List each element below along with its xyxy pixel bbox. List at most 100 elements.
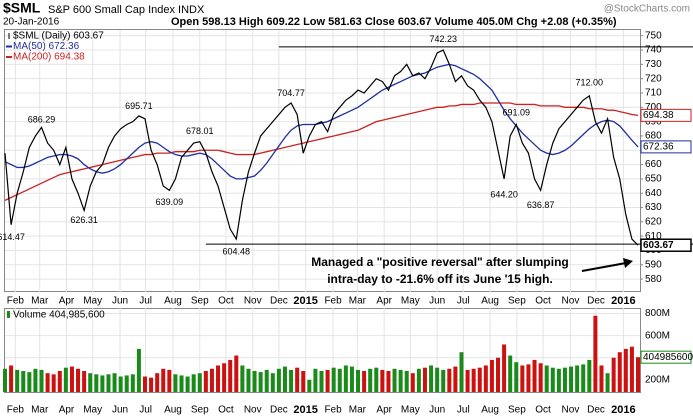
- y-tick-label: 740: [645, 45, 662, 56]
- volume-bar: [3, 368, 7, 392]
- volume-bar: [404, 371, 409, 392]
- y-tick-label: 700: [645, 102, 662, 113]
- volume-panel: [4, 308, 641, 393]
- x-tick-label: Jun: [112, 296, 128, 307]
- x-tick-label: Oct: [218, 296, 234, 307]
- legend-swatch: [7, 311, 10, 318]
- x-tick-label: Jul: [457, 405, 470, 416]
- volume-bar: [636, 357, 640, 392]
- x-tick-label: Mar: [31, 405, 49, 416]
- x-tick-label: Dec: [270, 405, 288, 416]
- volume-bar: [33, 368, 38, 392]
- y-tick-label: 640: [645, 188, 662, 199]
- volume-bar: [222, 363, 227, 392]
- x-tick-label: Mar: [349, 405, 367, 416]
- volume-bar: [197, 373, 202, 392]
- x-tick-label: Aug: [164, 405, 182, 416]
- value-tag-label: 694.38: [643, 110, 674, 121]
- x-tick-label: Oct: [535, 405, 551, 416]
- x-tick-label: Apr: [376, 405, 392, 416]
- volume-bar: [386, 371, 391, 392]
- x-tick-label: Dec: [587, 405, 605, 416]
- volume-bar: [149, 377, 154, 392]
- x-tick-label: Apr: [59, 296, 75, 307]
- source: @StockCharts.com: [604, 4, 690, 15]
- symbol: $SML: [3, 0, 41, 16]
- volume-bar: [39, 369, 44, 392]
- peak-label: 712.00: [576, 78, 604, 88]
- volume-bar: [410, 373, 415, 392]
- volume-bar: [562, 367, 567, 392]
- y-tick-label: 730: [645, 59, 662, 70]
- y-tick-label: 620: [645, 216, 662, 227]
- volume-bar: [611, 357, 616, 392]
- x-tick-label: Feb: [324, 296, 342, 307]
- volume-tick-label: 800M: [645, 308, 670, 319]
- value-tag: [640, 350, 692, 364]
- legend-entry: MA(200) 694.38: [13, 52, 85, 63]
- volume-bar: [167, 369, 172, 392]
- volume-bar: [136, 348, 141, 392]
- volume-bar: [209, 368, 214, 392]
- volume-bar: [587, 359, 592, 392]
- x-tick-label: Sep: [191, 405, 209, 416]
- x-tick-label: May: [83, 296, 102, 307]
- volume-bar: [374, 367, 379, 392]
- x-tick-label: Apr: [376, 296, 392, 307]
- value-tag: [640, 140, 692, 154]
- x-tick-label: Oct: [535, 296, 551, 307]
- peak-label: 678.01: [186, 126, 214, 136]
- volume-bar: [106, 374, 111, 392]
- value-tag: [640, 108, 692, 122]
- x-tick-label: Oct: [218, 405, 234, 416]
- x-tick-label: Nov: [562, 296, 580, 307]
- volume-bar: [435, 367, 440, 392]
- volume-bar: [161, 368, 166, 392]
- volume-bar: [429, 365, 434, 392]
- volume-bar: [538, 363, 543, 392]
- volume-bar: [82, 371, 87, 392]
- volume-bar: [349, 366, 354, 392]
- volume-bar: [185, 376, 190, 392]
- volume-bar: [155, 373, 160, 392]
- volume-bar: [581, 364, 586, 392]
- moving-average: [4, 63, 639, 180]
- volume-bar: [240, 365, 245, 392]
- volume-bar: [508, 355, 513, 392]
- volume-bar: [313, 368, 318, 392]
- volume-bar: [441, 369, 446, 392]
- volume-bar: [575, 365, 580, 392]
- volume-bar: [623, 348, 628, 392]
- volume-bar: [483, 365, 488, 392]
- y-tick-label: 610: [645, 231, 662, 242]
- note-line: Managed a "positive reversal" after slum…: [311, 255, 568, 269]
- y-tick-label: 710: [645, 88, 662, 99]
- volume-bar: [112, 373, 117, 392]
- peak-label: 604.48: [223, 246, 251, 256]
- x-tick-label: Sep: [191, 296, 209, 307]
- x-tick-label: Jun: [429, 405, 445, 416]
- volume-bar: [422, 367, 427, 392]
- volume-bar: [550, 367, 555, 392]
- volume-bar: [45, 373, 50, 392]
- x-tick-label: Dec: [587, 296, 605, 307]
- volume-bar: [142, 376, 147, 392]
- x-tick-label: Aug: [164, 296, 182, 307]
- x-tick-label: Sep: [508, 405, 526, 416]
- volume-bar: [629, 346, 634, 392]
- volume-bar: [94, 374, 99, 392]
- x-tick-label: Aug: [481, 405, 499, 416]
- date: 20-Jan-2016: [3, 17, 60, 28]
- legend-entry: $SML (Daily) 603.67: [13, 31, 104, 42]
- volume-bar: [416, 368, 421, 392]
- y-tick-label: 630: [645, 202, 662, 213]
- x-tick-label: Mar: [31, 296, 49, 307]
- price-panel: [4, 29, 641, 292]
- x-tick-label: 2015: [293, 404, 317, 416]
- volume-bar: [289, 369, 294, 392]
- volume-tick-label: 600M: [645, 330, 670, 341]
- volume-bar: [459, 352, 464, 392]
- x-tick-label: 2016: [611, 295, 635, 307]
